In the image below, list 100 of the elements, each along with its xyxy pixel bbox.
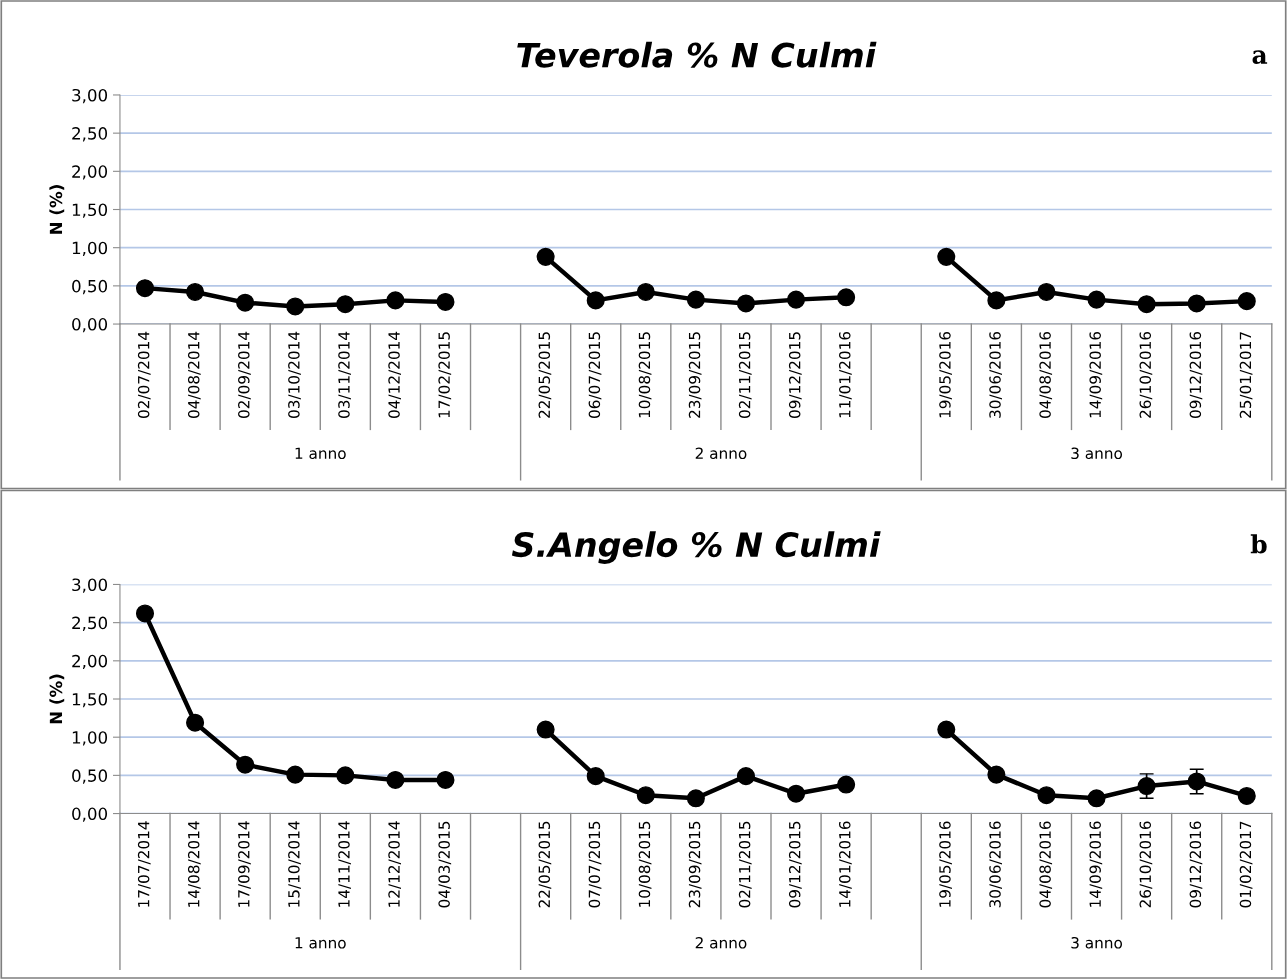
x-tick-label: 01/02/2017 <box>1239 821 1253 908</box>
point <box>736 767 755 786</box>
x-tick-label: 09/12/2016 <box>1189 331 1203 418</box>
y-tick-label: 2,50 <box>72 127 108 142</box>
x-tick-label: 04/03/2015 <box>438 821 452 908</box>
point <box>1237 292 1256 311</box>
y-tick-label: 1,50 <box>72 692 108 708</box>
x-tick-label: 02/09/2014 <box>238 331 251 418</box>
point <box>336 766 355 785</box>
y-tick-label: 1,00 <box>72 731 108 746</box>
point <box>436 770 455 789</box>
y-tick-label: 2,00 <box>72 654 108 670</box>
point <box>636 786 655 805</box>
point <box>135 604 155 623</box>
point <box>636 282 655 302</box>
x-tick-label: 04/08/2014 <box>187 331 201 418</box>
y-tick-label: 0,50 <box>72 279 108 295</box>
x-tick-label: 23/09/2015 <box>688 821 702 908</box>
x-tick-label: 11/01/2016 <box>839 331 852 418</box>
point <box>436 292 455 311</box>
text: a <box>1252 50 1268 65</box>
x-tick-label: 09/12/2015 <box>788 332 802 418</box>
y-tick-label: 3,00 <box>72 88 108 104</box>
point <box>987 291 1006 310</box>
point <box>286 765 305 784</box>
x-tick-label: 19/05/2016 <box>939 331 952 418</box>
point <box>536 247 555 266</box>
x-tick-label: 02/11/2015 <box>738 332 752 418</box>
x-tick-label: 22/05/2015 <box>538 332 552 418</box>
point <box>987 765 1006 784</box>
x-tick-label: 04/08/2016 <box>1039 821 1053 908</box>
text: 2 anno <box>695 937 747 949</box>
x-tick-label: 04/08/2016 <box>1039 331 1053 418</box>
point <box>1187 294 1206 313</box>
point <box>386 770 405 789</box>
chart-title: S.Angelo % N Culmi <box>511 531 881 564</box>
text: 3 anno <box>1071 447 1123 460</box>
x-tick-label: 26/10/2016 <box>1139 821 1153 908</box>
x-tick-label: 25/01/2017 <box>1239 332 1253 418</box>
point <box>186 282 205 302</box>
x-tick-label: 14/09/2016 <box>1089 331 1103 418</box>
y-tick-label: 1,00 <box>72 241 108 256</box>
point <box>736 294 755 313</box>
x-tick-label: 17/07/2014 <box>137 821 151 907</box>
point <box>236 755 255 774</box>
text: 1 anno <box>295 937 346 949</box>
x-tick-label: 10/08/2015 <box>638 332 652 418</box>
point <box>837 288 856 307</box>
x-tick-label: 02/07/2014 <box>137 331 151 418</box>
y-tick-label: 1,50 <box>72 203 108 218</box>
point <box>1037 786 1056 805</box>
point <box>586 767 605 786</box>
x-tick-label: 09/12/2015 <box>788 821 802 908</box>
y-axis-title: N (%) <box>49 674 65 724</box>
x-tick-label: 30/06/2016 <box>989 821 1002 908</box>
x-tick-label: 14/01/2016 <box>839 821 852 907</box>
x-tick-label: 10/08/2015 <box>638 821 652 907</box>
point <box>837 775 856 794</box>
point <box>586 291 605 310</box>
text: 2 anno <box>695 447 747 460</box>
point <box>937 247 956 266</box>
y-tick-label: 0,50 <box>72 769 108 784</box>
point <box>1037 282 1056 302</box>
point <box>386 291 405 310</box>
y-tick-label: 3,00 <box>72 578 108 593</box>
point <box>236 293 255 312</box>
chart-title: Teverola % N Culmi <box>517 41 877 68</box>
point <box>686 290 705 309</box>
point <box>787 290 806 309</box>
point <box>336 295 355 314</box>
y-tick-label: 2,00 <box>72 165 108 180</box>
x-tick-label: 30/06/2016 <box>989 331 1002 418</box>
point <box>787 784 806 803</box>
point <box>1137 295 1156 314</box>
x-tick-label: 09/12/2016 <box>1189 821 1203 908</box>
y-tick-label: 2,50 <box>72 616 108 631</box>
x-tick-label: 02/11/2015 <box>738 821 752 908</box>
point <box>135 279 155 298</box>
text: 3 anno <box>1071 937 1123 949</box>
y-tick-label: 0,00 <box>72 318 108 333</box>
x-tick-label: 26/10/2016 <box>1139 331 1153 418</box>
x-tick-label: 17/02/2015 <box>438 332 452 418</box>
x-tick-label: 15/10/2014 <box>288 821 301 907</box>
x-tick-label: 22/05/2015 <box>538 821 552 908</box>
x-tick-label: 23/09/2015 <box>688 332 702 418</box>
x-tick-label: 19/05/2016 <box>939 821 952 907</box>
point <box>286 297 305 316</box>
x-tick-label: 06/07/2015 <box>588 332 602 418</box>
y-tick-label: 0,00 <box>72 807 108 822</box>
x-tick-label: 14/11/2014 <box>338 821 351 907</box>
text: 1 anno <box>295 447 346 460</box>
point <box>1237 786 1256 806</box>
point <box>186 713 205 732</box>
x-tick-label: 04/12/2014 <box>388 331 402 418</box>
x-tick-label: 03/11/2014 <box>338 331 351 418</box>
text: b <box>1250 534 1267 554</box>
y-axis-title: N (%) <box>49 185 65 234</box>
point <box>1087 789 1106 808</box>
x-tick-label: 14/09/2016 <box>1089 821 1103 907</box>
x-tick-label: 03/10/2014 <box>288 331 301 418</box>
